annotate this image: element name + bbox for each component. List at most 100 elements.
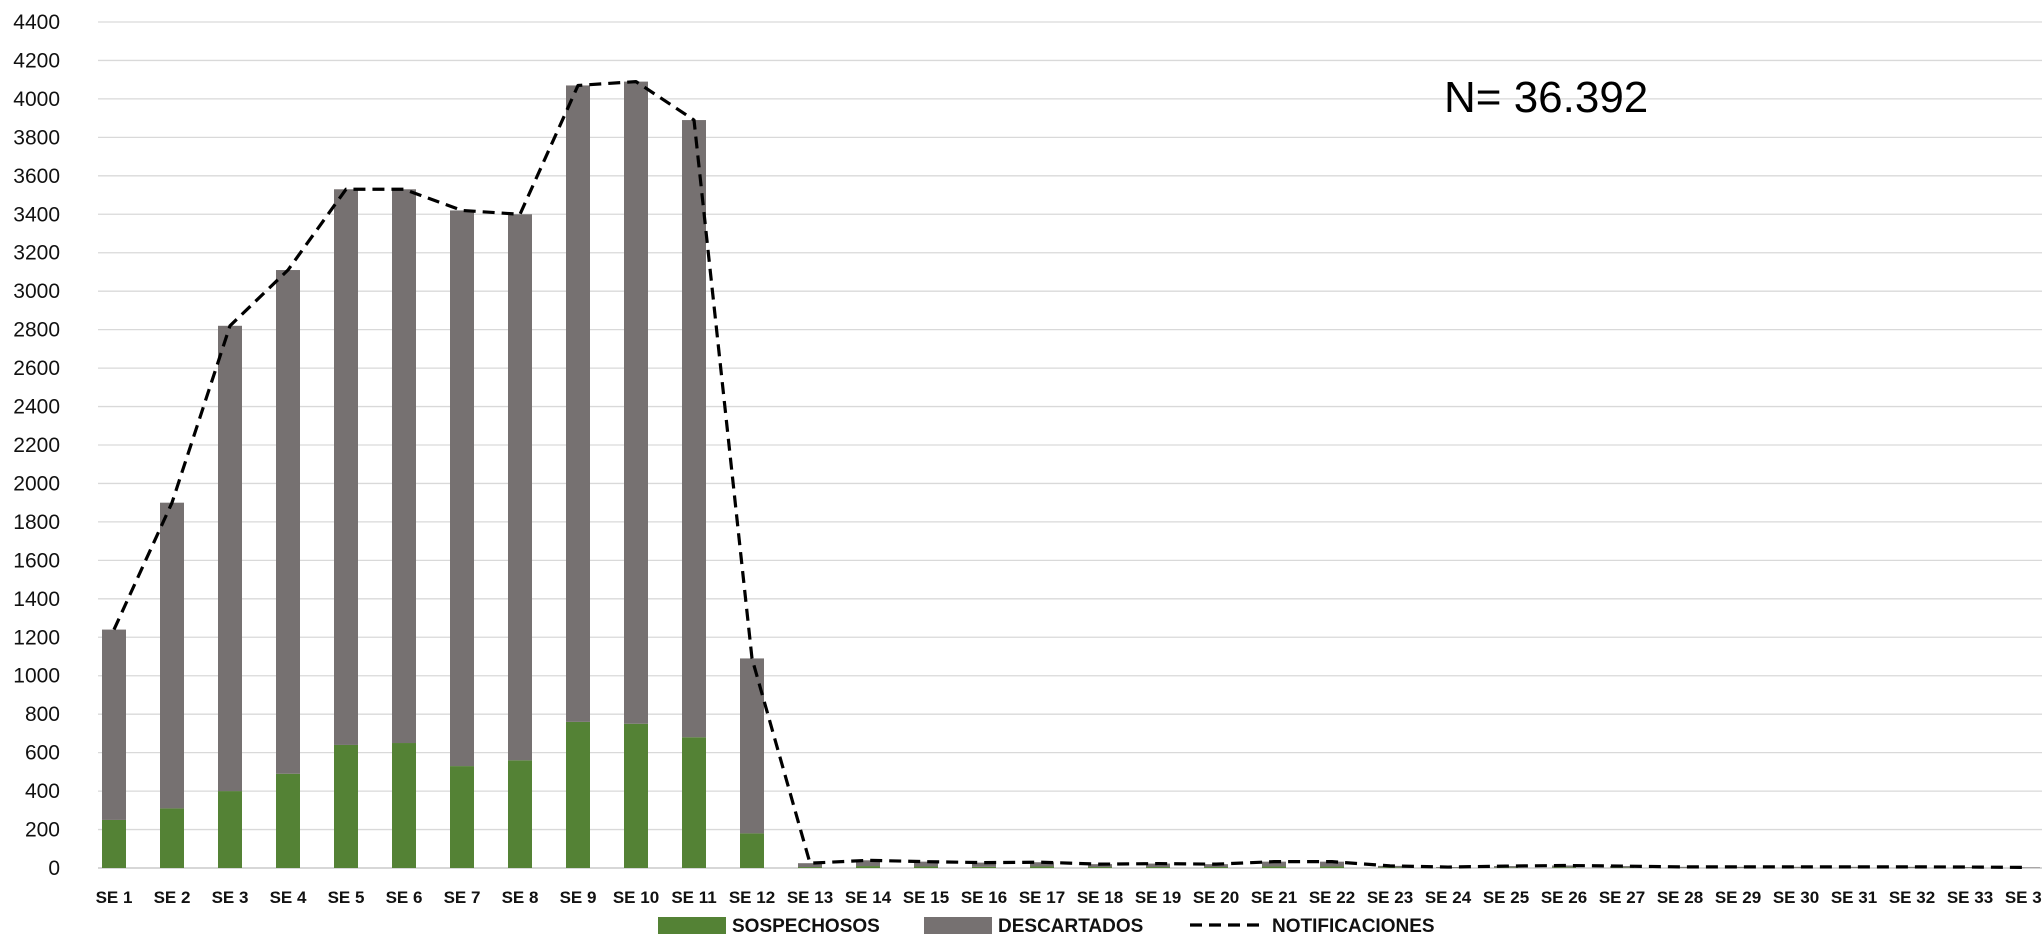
y-tick-label: 200 [25,819,60,842]
bar-descartados [160,502,184,809]
bar-descartados [1842,866,1866,868]
y-tick-label: 2200 [13,434,60,457]
y-tick-label: 600 [25,742,60,765]
x-tick-label: SE 24 [1425,888,1472,907]
y-tick-label: 3400 [13,203,60,226]
x-tick-label: SE 16 [961,888,1007,907]
bar-sospechosos [1262,866,1286,868]
bar-sospechosos [624,723,648,868]
y-axis-ticks: 0 200 400 600 800 1000 1200 1400 1600 1800 2000 220… [13,11,60,880]
legend-label-sospechosos: SOSPECHOSOS [732,916,880,937]
y-tick-label: 3600 [13,165,60,188]
x-tick-label: SE 34 [2005,888,2042,907]
bar-sospechosos [160,808,184,868]
bar-sospechosos [682,737,706,868]
bar-descartados [276,270,300,774]
bar-descartados [1900,866,1924,868]
x-tick-label: SE 25 [1483,888,1529,907]
bar-descartados [1958,867,1982,868]
bar-sospechosos [102,819,126,868]
y-tick-label: 2600 [13,357,60,380]
y-tick-label: 4000 [13,88,60,111]
legend: SOSPECHOSOS DESCARTADOS NOTIFICACIONES [658,916,1435,937]
x-tick-label: SE 18 [1077,888,1123,907]
x-tick-label: SE 7 [444,888,481,907]
legend-label-notificaciones: NOTIFICACIONES [1272,916,1435,937]
line-notificaciones [112,80,2029,870]
bar-sospechosos [856,866,880,868]
y-tick-label: 4400 [13,11,60,34]
x-tick-label: SE 4 [270,888,307,907]
x-tick-label: SE 13 [787,888,833,907]
bar-sospechosos [1552,867,1576,868]
x-tick-label: SE 21 [1251,888,1297,907]
x-tick-label: SE 6 [386,888,423,907]
bar-descartados [334,189,358,745]
bar-descartados [798,863,822,868]
x-tick-label: SE 23 [1367,888,1413,907]
bar-sospechosos [914,866,938,868]
x-tick-label: SE 11 [671,888,716,907]
bar-sospechosos [392,743,416,868]
x-tick-label: SE 2 [154,888,191,907]
y-tick-label: 2000 [13,472,60,495]
bar-sospechosos [1088,867,1112,868]
bar-sospechosos [740,833,764,868]
x-axis-ticks: SE 1 SE 2 SE 3 SE 4 SE 5 SE 6 SE 7 SE 8 SE 9 SE 1… [96,888,2042,907]
bar-descartados [508,214,532,761]
bar-sospechosos [1204,867,1228,868]
y-tick-label: 0 [48,857,60,880]
x-tick-label: SE 28 [1657,888,1703,907]
y-tick-label: 3200 [13,242,60,265]
y-tick-label: 800 [25,703,60,726]
bar-sospechosos [1378,867,1402,868]
x-tick-label: SE 31 [1831,888,1877,907]
x-tick-label: SE 14 [845,888,892,907]
bar-descartados [1668,866,1692,868]
x-tick-label: SE 30 [1773,888,1819,907]
bar-descartados [218,325,242,792]
bar-descartados [1726,866,1750,868]
y-tick-label: 1800 [13,511,60,534]
bar-descartados [450,210,474,767]
bar-descartados [1320,861,1344,867]
notificaciones-line-layer [112,80,2029,870]
bar-descartados [1146,863,1170,868]
bar-descartados [1030,862,1054,867]
y-tick-label: 3800 [13,126,60,149]
bar-sospechosos [972,866,996,868]
x-tick-label: SE 19 [1135,888,1181,907]
y-tick-label: 4200 [13,49,60,72]
x-tick-label: SE 32 [1889,888,1935,907]
bar-descartados [856,860,880,867]
x-tick-label: SE 22 [1309,888,1355,907]
y-tick-label: 1600 [13,549,60,572]
x-tick-label: SE 33 [1947,888,1993,907]
x-tick-label: SE 10 [613,888,659,907]
bar-descartados [102,629,126,820]
y-tick-label: 400 [25,780,60,803]
bar-sospechosos [450,766,474,868]
bar-descartados [2016,867,2040,868]
bar-sospechosos [218,791,242,868]
x-tick-label: SE 29 [1715,888,1761,907]
y-tick-label: 1400 [13,588,60,611]
x-tick-label: SE 20 [1193,888,1239,907]
legend-swatch-sospechosos [658,917,726,934]
bar-descartados [566,85,590,722]
y-tick-label: 1200 [13,626,60,649]
y-tick-label: 3000 [13,280,60,303]
bar-descartados [624,81,648,724]
y-tick-label: 2800 [13,319,60,342]
y-tick-label: 1000 [13,665,60,688]
legend-swatch-descartados [924,917,992,934]
x-tick-label: SE 15 [903,888,949,907]
x-tick-label: SE 17 [1019,888,1065,907]
bar-descartados [1262,861,1286,867]
bar-sospechosos [1146,867,1170,868]
total-annotation: N= 36.392 [1444,73,1648,122]
bar-sospechosos [334,744,358,868]
bar-sospechosos [798,867,822,868]
bar-sospechosos [1030,866,1054,868]
